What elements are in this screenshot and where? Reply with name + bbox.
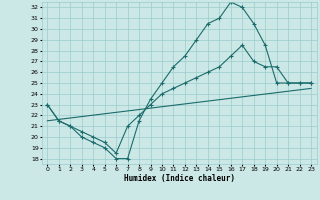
X-axis label: Humidex (Indice chaleur): Humidex (Indice chaleur) bbox=[124, 174, 235, 183]
